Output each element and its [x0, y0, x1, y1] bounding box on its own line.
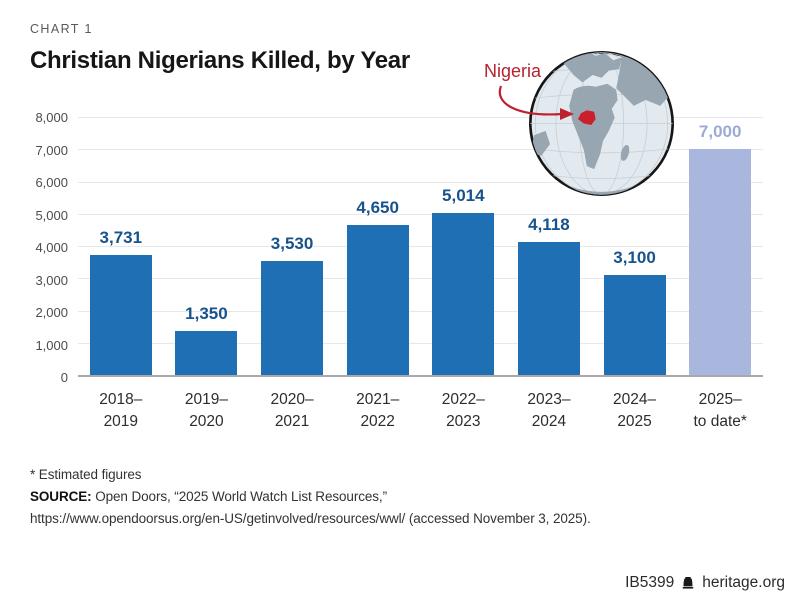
y-tick-label: 6,000 — [35, 175, 68, 190]
bar-value-label: 3,731 — [99, 227, 143, 247]
source-line: SOURCE: Open Doors, “2025 World Watch Li… — [30, 486, 785, 508]
bar-value-label: 3,100 — [613, 248, 656, 268]
bar — [175, 331, 238, 375]
bar-value-label: 1,350 — [185, 304, 228, 324]
bar-value-label: 7,000 — [698, 122, 742, 142]
gridline — [78, 181, 763, 183]
bar-column: 3,530 — [249, 117, 335, 375]
chart-title: Christian Nigerians Killed, by Year — [30, 47, 410, 74]
gridline — [78, 149, 763, 151]
source-url: https://www.opendoorsus.org/en-US/getinv… — [30, 510, 591, 526]
x-tick-label: 2022– 2023 — [441, 391, 485, 430]
bar — [432, 213, 495, 375]
x-tick-label: 2024– 2025 — [613, 391, 657, 430]
source-label: SOURCE: — [30, 488, 92, 504]
x-tick-label: 2025– to date* — [693, 391, 747, 430]
nigeria-highlight — [577, 110, 596, 125]
y-tick-label: 3,000 — [35, 272, 68, 288]
chart-kicker: CHART 1 — [30, 22, 93, 36]
bar — [603, 275, 666, 375]
estimate-note: * Estimated figures — [30, 467, 142, 483]
bar-value-label: 4,650 — [356, 198, 399, 218]
x-tick-label: 2019– 2020 — [184, 391, 228, 430]
y-tick-label: 2,000 — [35, 305, 68, 320]
y-tick-label: 8,000 — [35, 110, 68, 125]
bar — [261, 261, 324, 375]
x-axis: 2018– 2019 2019– 2020 2020– 2021 2021– 2022… — [78, 389, 763, 432]
nigeria-arrow-icon — [498, 85, 574, 120]
world-map-globe — [529, 51, 674, 196]
y-tick-label: 1,000 — [35, 337, 68, 353]
source-text: Open Doors, “2025 World Watch List Resou… — [91, 488, 387, 504]
globe-inset — [528, 50, 675, 197]
bar-chart: 8,000 7,000 6,000 5,000 4,000 3,000 2,000 1,000… — [30, 110, 763, 385]
doc-id: IB5399 — [625, 574, 675, 591]
bar-value-label: 4,118 — [528, 215, 570, 235]
plot: 3,731 1,350 3,530 4,650 5,014 4,118 3,100 7,000 — [78, 117, 763, 377]
footer: IB5399 heritage.org — [625, 574, 785, 592]
heritage-bell-icon — [683, 577, 694, 589]
y-tick-label: 4,000 — [35, 240, 68, 255]
site-name: heritage.org — [702, 574, 785, 591]
y-tick-label: 5,000 — [35, 207, 68, 223]
bar — [89, 254, 152, 375]
gridline — [78, 278, 763, 280]
gridline — [78, 310, 763, 312]
bar-value-label: 5,014 — [442, 186, 485, 206]
gridline — [78, 246, 763, 247]
bar-column: 4,118 — [506, 117, 592, 375]
bar-column: 1,350 — [164, 117, 250, 375]
nigeria-label: Nigeria — [484, 61, 542, 81]
x-tick-label: 2018– 2019 — [99, 391, 143, 430]
y-tick-label: 0 — [60, 370, 68, 385]
y-axis: 8,000 7,000 6,000 5,000 4,000 3,000 2,000 1,000… — [30, 110, 78, 385]
bar-column: 3,100 — [592, 117, 678, 375]
y-tick-label: 7,000 — [35, 142, 68, 158]
bar — [346, 225, 409, 375]
bar — [689, 149, 752, 375]
x-tick-label: 2020– 2021 — [270, 391, 314, 430]
x-tick-label: 2021– 2022 — [356, 391, 400, 430]
bars-row: 3,731 1,350 3,530 4,650 5,014 4,118 3,100 7,000 — [78, 117, 763, 375]
x-tick-label: 2023– 2024 — [527, 391, 571, 430]
gridline — [78, 117, 763, 118]
bar-column: 5,014 — [421, 117, 507, 375]
bar-column: 3,731 — [78, 117, 164, 375]
gridline — [78, 213, 763, 215]
bar-value-label: 3,530 — [270, 234, 314, 254]
bar-column: 7,000 — [677, 117, 763, 375]
gridline — [78, 342, 763, 344]
bar-column: 4,650 — [335, 117, 421, 375]
footnotes: * Estimated figures SOURCE: Open Doors, … — [30, 464, 785, 529]
bar — [517, 242, 580, 375]
